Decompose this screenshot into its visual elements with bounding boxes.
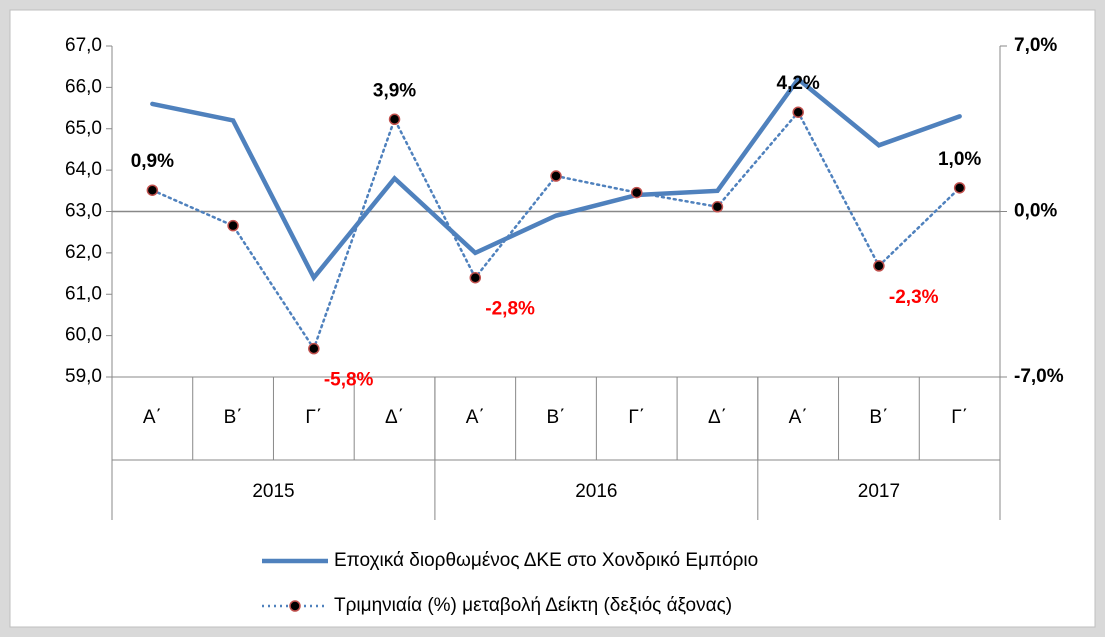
x-tick-label: Γ΄: [951, 407, 968, 428]
x-tick-label: Β΄: [547, 407, 566, 428]
data-label: -5,8%: [324, 370, 374, 391]
group-label: 2015: [252, 481, 294, 502]
data-label: 0,9%: [131, 151, 174, 172]
data-label: 4,2%: [777, 73, 820, 94]
group-label: 2016: [575, 481, 617, 502]
x-tick-label: Β΄: [869, 407, 888, 428]
legend-label: Τριμηνιαία (%) μεταβολή Δείκτη (δεξιός ά…: [334, 595, 732, 616]
x-tick-label: Γ΄: [305, 407, 322, 428]
y-tick-label: 61,0: [65, 283, 102, 304]
x-tick-label: Δ΄: [385, 407, 404, 428]
data-label: -2,8%: [485, 299, 535, 320]
y-tick-label: 66,0: [65, 76, 102, 97]
y-tick-label: 64,0: [65, 159, 102, 180]
y2-tick-label: -7,0%: [1014, 366, 1064, 387]
marker: [873, 260, 885, 272]
x-tick-label: Α΄: [143, 407, 162, 428]
y-tick-label: 62,0: [65, 242, 102, 263]
x-tick-label: Β΄: [224, 407, 243, 428]
marker: [469, 271, 482, 284]
data-label: 1,0%: [938, 149, 981, 170]
marker: [308, 342, 320, 355]
legend-marker: [289, 600, 301, 612]
marker: [550, 170, 562, 182]
y-tick-label: 63,0: [65, 201, 102, 222]
y2-tick-label: 0,0%: [1014, 201, 1057, 222]
x-tick-label: Α΄: [466, 407, 485, 428]
marker: [146, 184, 159, 196]
y-tick-label: 60,0: [65, 325, 102, 346]
data-label: 3,9%: [373, 80, 416, 101]
marker: [711, 201, 724, 213]
y-tick-label: 65,0: [65, 118, 102, 139]
group-label: 2017: [858, 481, 900, 502]
x-tick-label: Γ΄: [628, 407, 645, 428]
marker: [630, 186, 643, 199]
series-line: [150, 75, 962, 282]
x-tick-label: Α΄: [789, 407, 808, 428]
marker: [388, 113, 401, 126]
x-tick-label: Δ΄: [708, 407, 727, 428]
y-tick-label: 67,0: [65, 35, 102, 56]
chart-frame: [9, 9, 1096, 628]
data-label: -2,3%: [889, 287, 939, 308]
y2-tick-label: 7,0%: [1014, 35, 1057, 56]
legend-label: Εποχικά διορθωμένος ΔΚΕ στο Χονδρικό Εμπ…: [334, 550, 758, 571]
y-tick-label: 59,0: [65, 366, 102, 387]
marker: [792, 106, 804, 118]
marker: [953, 182, 966, 194]
marker: [227, 219, 239, 232]
